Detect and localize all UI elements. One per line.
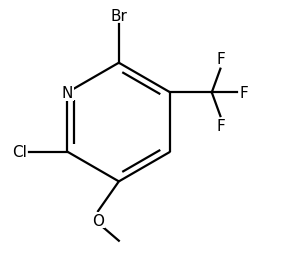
Text: Br: Br (110, 9, 127, 24)
Text: Cl: Cl (13, 145, 27, 160)
Text: F: F (216, 119, 225, 134)
Text: N: N (62, 86, 73, 101)
Text: F: F (216, 52, 225, 67)
Text: F: F (239, 86, 248, 101)
Text: O: O (92, 213, 104, 228)
